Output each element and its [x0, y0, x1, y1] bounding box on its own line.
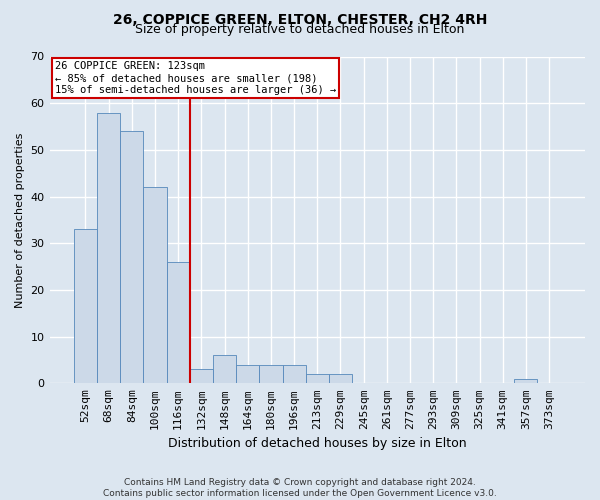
Bar — [143, 187, 167, 384]
Bar — [167, 262, 190, 384]
Bar — [514, 378, 538, 384]
Bar — [305, 374, 329, 384]
Bar — [213, 356, 236, 384]
X-axis label: Distribution of detached houses by size in Elton: Distribution of detached houses by size … — [168, 437, 467, 450]
Bar — [190, 370, 213, 384]
Y-axis label: Number of detached properties: Number of detached properties — [15, 132, 25, 308]
Bar — [120, 131, 143, 384]
Text: Size of property relative to detached houses in Elton: Size of property relative to detached ho… — [136, 22, 464, 36]
Bar — [259, 364, 283, 384]
Bar — [236, 364, 259, 384]
Bar — [283, 364, 305, 384]
Bar — [74, 229, 97, 384]
Text: 26, COPPICE GREEN, ELTON, CHESTER, CH2 4RH: 26, COPPICE GREEN, ELTON, CHESTER, CH2 4… — [113, 12, 487, 26]
Text: Contains HM Land Registry data © Crown copyright and database right 2024.
Contai: Contains HM Land Registry data © Crown c… — [103, 478, 497, 498]
Bar — [97, 112, 120, 384]
Bar — [329, 374, 352, 384]
Text: 26 COPPICE GREEN: 123sqm
← 85% of detached houses are smaller (198)
15% of semi-: 26 COPPICE GREEN: 123sqm ← 85% of detach… — [55, 62, 336, 94]
